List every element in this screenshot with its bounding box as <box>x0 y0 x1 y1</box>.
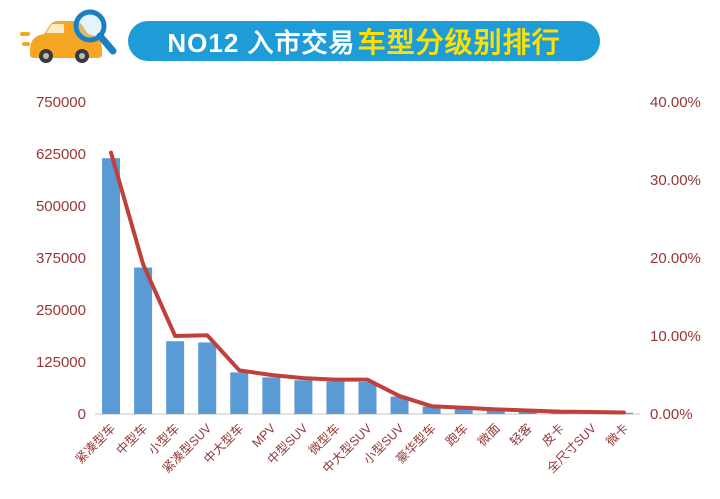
right-axis-tick: 10.00% <box>650 328 701 345</box>
right-axis-tick: 20.00% <box>650 250 701 267</box>
bar-4 <box>230 372 249 414</box>
bar-7 <box>326 381 345 414</box>
combo-chart: 0 125000 250000 375000 500000 625000 750000 0.0… <box>36 94 701 476</box>
bar-12 <box>486 409 505 414</box>
chart: 0 125000 250000 375000 500000 625000 750000 0.0… <box>0 80 720 499</box>
bar-13 <box>518 411 537 414</box>
title-highlight: 车型分级别排行 <box>357 27 561 58</box>
bar-3 <box>198 342 217 414</box>
bar-0 <box>102 158 121 414</box>
bar-5 <box>262 377 281 414</box>
category-label: 微卡 <box>604 421 632 449</box>
line-series <box>109 150 626 415</box>
right-axis-tick: 0.00% <box>650 406 693 423</box>
title-banner: NO12 入市交易 车型分级别排行 <box>128 21 600 61</box>
category-label: 紧凑型车 <box>72 421 118 467</box>
bar-10 <box>422 406 441 414</box>
bar-1 <box>134 267 153 414</box>
category-label: 微面 <box>475 421 503 449</box>
bar-6 <box>294 380 313 414</box>
category-label: 中型车 <box>113 421 150 458</box>
left-axis-tick: 750000 <box>36 94 86 111</box>
bar-2 <box>166 341 185 414</box>
left-axis-tick: 125000 <box>36 354 86 371</box>
left-axis-tick: 500000 <box>36 198 86 215</box>
category-label: 皮卡 <box>539 421 567 449</box>
left-axis-tick: 0 <box>78 406 86 423</box>
title-main: NO12 入市交易 <box>167 27 356 58</box>
bar-9 <box>390 396 409 414</box>
left-axis-tick: 375000 <box>36 250 86 267</box>
bar-11 <box>454 408 473 414</box>
right-axis-tick: 30.00% <box>650 172 701 189</box>
left-axis-tick: 625000 <box>36 146 86 163</box>
bar-8 <box>358 381 377 414</box>
category-label: 轻客 <box>507 420 536 449</box>
category-label: MPV <box>249 421 279 451</box>
car-search-icon <box>20 6 120 74</box>
category-label: 跑车 <box>443 421 471 449</box>
header: NO12 入市交易 车型分级别排行 <box>0 0 720 80</box>
left-axis-tick: 250000 <box>36 302 86 319</box>
right-axis-tick: 40.00% <box>650 94 701 111</box>
